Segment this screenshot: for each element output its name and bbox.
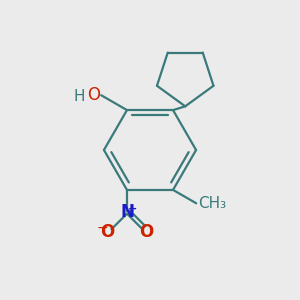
- Text: O: O: [87, 86, 100, 104]
- Text: N: N: [120, 203, 134, 221]
- Text: H: H: [74, 89, 85, 104]
- Text: CH₃: CH₃: [198, 196, 226, 211]
- Text: O: O: [139, 223, 153, 241]
- Text: O: O: [100, 223, 115, 241]
- Text: −: −: [97, 221, 108, 235]
- Text: +: +: [128, 204, 137, 214]
